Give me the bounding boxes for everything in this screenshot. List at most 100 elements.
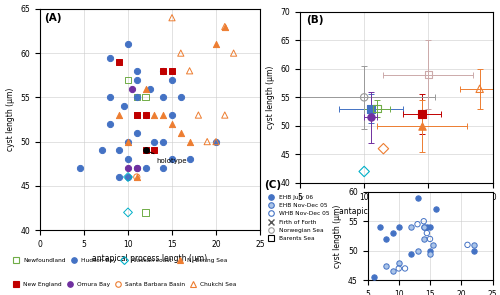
Point bbox=[159, 166, 167, 171]
Text: (B): (B) bbox=[306, 15, 324, 25]
Point bbox=[423, 225, 431, 230]
Point bbox=[424, 72, 432, 77]
Point bbox=[124, 175, 132, 179]
Point bbox=[382, 237, 390, 241]
Point bbox=[106, 55, 114, 60]
Point bbox=[370, 275, 378, 280]
Point bbox=[382, 263, 390, 268]
Point bbox=[395, 260, 403, 265]
Point bbox=[142, 86, 150, 91]
Point bbox=[212, 139, 220, 144]
Point bbox=[360, 169, 368, 174]
Point bbox=[395, 266, 403, 271]
Point bbox=[476, 86, 484, 91]
Point bbox=[133, 95, 141, 100]
Point bbox=[142, 113, 150, 117]
Point bbox=[142, 148, 150, 153]
Point bbox=[203, 139, 211, 144]
Point bbox=[177, 130, 185, 135]
Point bbox=[159, 95, 167, 100]
Point bbox=[418, 124, 426, 128]
Point bbox=[168, 122, 176, 126]
Point bbox=[159, 113, 167, 117]
Point bbox=[133, 166, 141, 171]
Point bbox=[426, 248, 434, 253]
Point bbox=[133, 95, 141, 100]
Point bbox=[98, 148, 106, 153]
Point bbox=[133, 166, 141, 171]
Point bbox=[159, 68, 167, 73]
Point bbox=[221, 24, 229, 29]
Point bbox=[420, 237, 428, 241]
Point bbox=[142, 113, 150, 117]
Legend: New England, Omura Bay, Santa Barbara Basin, Chukchi Sea: New England, Omura Bay, Santa Barbara Ba… bbox=[8, 279, 239, 289]
Point bbox=[177, 51, 185, 55]
Point bbox=[464, 242, 471, 247]
Point bbox=[470, 242, 478, 247]
Point bbox=[366, 106, 374, 111]
Point bbox=[212, 42, 220, 47]
Point bbox=[128, 86, 136, 91]
Point bbox=[376, 225, 384, 230]
Point bbox=[212, 139, 220, 144]
Point bbox=[115, 113, 123, 117]
Point bbox=[142, 95, 150, 100]
Point bbox=[150, 148, 158, 153]
Point bbox=[133, 175, 141, 179]
Point bbox=[124, 166, 132, 171]
Point bbox=[380, 146, 388, 151]
Point bbox=[124, 210, 132, 215]
Point bbox=[186, 139, 194, 144]
Point bbox=[388, 269, 396, 274]
Text: holotype: holotype bbox=[148, 151, 186, 163]
Y-axis label: cyst length (μm): cyst length (μm) bbox=[266, 66, 275, 129]
Point bbox=[133, 113, 141, 117]
Point bbox=[414, 222, 422, 227]
Point bbox=[133, 175, 141, 179]
Point bbox=[142, 210, 150, 215]
Point bbox=[142, 166, 150, 171]
Point bbox=[133, 130, 141, 135]
Point bbox=[414, 195, 422, 200]
Point bbox=[401, 266, 409, 271]
Point bbox=[420, 225, 428, 230]
Point bbox=[168, 77, 176, 82]
Point bbox=[150, 139, 158, 144]
Point bbox=[150, 113, 158, 117]
Point bbox=[426, 225, 434, 230]
Point bbox=[420, 219, 428, 224]
Point bbox=[221, 113, 229, 117]
X-axis label: antapical process length (μm): antapical process length (μm) bbox=[92, 254, 208, 263]
Point bbox=[388, 231, 396, 235]
Point bbox=[418, 112, 426, 117]
Point bbox=[186, 157, 194, 162]
Point bbox=[194, 113, 202, 117]
Point bbox=[124, 77, 132, 82]
Point bbox=[360, 95, 368, 100]
Point bbox=[106, 95, 114, 100]
Point bbox=[426, 237, 434, 241]
Y-axis label: cyst length (μm): cyst length (μm) bbox=[334, 204, 342, 268]
Point bbox=[124, 139, 132, 144]
Point bbox=[230, 51, 237, 55]
Point bbox=[407, 225, 415, 230]
Point bbox=[432, 207, 440, 212]
Point bbox=[115, 148, 123, 153]
Point bbox=[115, 175, 123, 179]
Point bbox=[133, 68, 141, 73]
Point bbox=[429, 242, 437, 247]
Point bbox=[395, 225, 403, 230]
X-axis label: antapical process length (μm): antapical process length (μm) bbox=[338, 207, 454, 216]
Point bbox=[168, 113, 176, 117]
Point bbox=[407, 251, 415, 256]
Point bbox=[124, 157, 132, 162]
Legend: EHB July 06, EHB Nov-Dec 05, WHB Nov-Dec 05, Firth of Forth, Norwegian Sea, Bare: EHB July 06, EHB Nov-Dec 05, WHB Nov-Dec… bbox=[266, 195, 330, 241]
Point bbox=[177, 95, 185, 100]
Point bbox=[412, 83, 420, 88]
Point bbox=[423, 231, 431, 235]
Point bbox=[159, 68, 167, 73]
Point bbox=[124, 42, 132, 47]
Point bbox=[168, 157, 176, 162]
Point bbox=[168, 15, 176, 20]
Text: (A): (A) bbox=[44, 13, 62, 23]
